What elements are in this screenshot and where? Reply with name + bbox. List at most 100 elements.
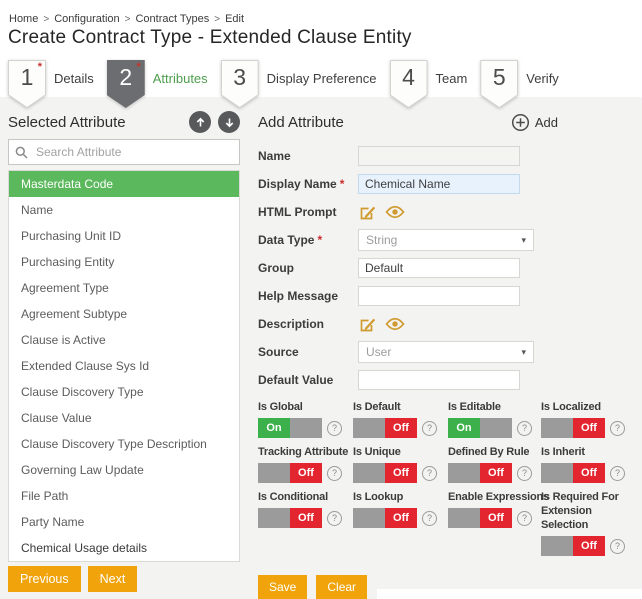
- toggle-switch[interactable]: On: [258, 418, 322, 438]
- display-name-input[interactable]: [358, 174, 520, 194]
- breadcrumb-separator: >: [43, 14, 50, 25]
- search-input[interactable]: [34, 144, 233, 160]
- list-item[interactable]: File Path: [21, 489, 69, 503]
- data-type-select[interactable]: String ▾: [358, 229, 534, 251]
- help-message-label: Help Message: [258, 289, 339, 303]
- help-icon[interactable]: ?: [422, 420, 437, 436]
- toggle-switch[interactable]: On: [448, 418, 512, 438]
- toggle-switch[interactable]: Off: [541, 463, 605, 483]
- toggle-switch[interactable]: Off: [448, 508, 512, 528]
- toggle-label: Is Editable: [448, 401, 501, 413]
- help-icon[interactable]: ?: [327, 510, 342, 526]
- list-item[interactable]: Governing Law Update: [21, 463, 144, 477]
- list-item[interactable]: Agreement Subtype: [21, 307, 128, 321]
- save-button[interactable]: Save: [258, 575, 308, 599]
- toggle-field: Is Unique Off ?: [353, 445, 448, 487]
- name-input[interactable]: [358, 146, 520, 166]
- list-item[interactable]: Clause Discovery Type: [21, 385, 144, 399]
- toggle-off-segment: Off: [573, 536, 605, 556]
- move-down-button[interactable]: [218, 111, 240, 133]
- toggle-label: Is Global: [258, 401, 303, 413]
- help-icon[interactable]: ?: [517, 510, 532, 526]
- list-item[interactable]: Extended Clause Sys Id: [21, 359, 150, 373]
- toggle-switch[interactable]: Off: [353, 508, 417, 528]
- step-tab[interactable]: 2 * Attributes: [106, 60, 221, 108]
- list-item[interactable]: Masterdata Code: [9, 171, 239, 197]
- toggle-field: Defined By Rule Off ?: [448, 445, 541, 487]
- add-button[interactable]: Add: [511, 113, 558, 132]
- toggle-on-segment: [258, 463, 290, 483]
- step-tab[interactable]: 5 Verify: [480, 60, 572, 108]
- list-item[interactable]: Purchasing Unit ID: [21, 229, 122, 243]
- attribute-search[interactable]: [8, 139, 240, 165]
- list-item[interactable]: Party Name: [21, 515, 85, 529]
- chevron-down-icon: ▾: [521, 234, 526, 245]
- toggle-field: Is Global On ?: [258, 400, 353, 442]
- toggle-on-segment: [353, 463, 385, 483]
- step-number: 2: [119, 64, 133, 90]
- help-icon[interactable]: ?: [610, 420, 625, 436]
- step-tab[interactable]: 1 * Details: [8, 60, 107, 108]
- step-number: 5: [492, 64, 506, 90]
- help-message-input[interactable]: [358, 286, 520, 306]
- required-asterisk: *: [339, 177, 345, 191]
- step-number: 4: [402, 64, 415, 90]
- list-item[interactable]: Agreement Type: [21, 281, 109, 295]
- step-label: Team: [435, 71, 468, 86]
- eye-icon[interactable]: [385, 317, 405, 331]
- next-button[interactable]: Next: [87, 566, 138, 592]
- list-item[interactable]: Name: [21, 203, 54, 217]
- toggle-switch[interactable]: Off: [541, 536, 605, 556]
- step-label: Attributes: [152, 71, 208, 86]
- edit-icon[interactable]: [358, 204, 376, 221]
- toggle-field: Tracking Attribute Off ?: [258, 445, 353, 487]
- move-up-button[interactable]: [189, 111, 211, 133]
- default-value-label: Default Value: [258, 373, 334, 387]
- toggle-switch[interactable]: Off: [353, 418, 417, 438]
- help-icon[interactable]: ?: [327, 465, 342, 481]
- eye-icon[interactable]: [385, 205, 405, 219]
- step-tab[interactable]: 3 Display Preference: [220, 60, 390, 108]
- previous-button[interactable]: Previous: [8, 566, 81, 592]
- name-label: Name: [258, 149, 291, 163]
- list-item[interactable]: Clause Value: [21, 411, 92, 425]
- breadcrumb-item[interactable]: Contract Types: [135, 13, 210, 25]
- help-icon[interactable]: ?: [610, 465, 625, 481]
- add-button-label: Add: [534, 114, 558, 130]
- help-icon[interactable]: ?: [422, 465, 437, 481]
- help-icon[interactable]: ?: [610, 538, 625, 554]
- source-select[interactable]: User ▾: [358, 341, 534, 363]
- help-icon[interactable]: ?: [422, 510, 437, 526]
- data-type-value: String: [366, 233, 398, 247]
- breadcrumb-separator: >: [214, 14, 221, 25]
- toggle-switch[interactable]: Off: [353, 463, 417, 483]
- edit-icon[interactable]: [358, 316, 376, 333]
- step-label: Verify: [526, 71, 559, 86]
- help-icon[interactable]: ?: [517, 420, 532, 436]
- breadcrumb-item[interactable]: Edit: [225, 13, 245, 25]
- group-row: Group: [258, 254, 640, 282]
- breadcrumb-separator: >: [124, 14, 131, 25]
- breadcrumb-item[interactable]: Home: [9, 13, 39, 25]
- list-item[interactable]: Chemical Usage details: [21, 541, 148, 555]
- clear-button[interactable]: Clear: [316, 575, 368, 599]
- toggle-switch[interactable]: Off: [258, 463, 322, 483]
- group-input[interactable]: [358, 258, 520, 278]
- help-icon[interactable]: ?: [517, 465, 532, 481]
- toggle-switch[interactable]: Off: [258, 508, 322, 528]
- step-tab[interactable]: 4 Team: [389, 60, 481, 108]
- toggle-off-segment: Off: [385, 508, 417, 528]
- breadcrumb-item[interactable]: Configuration: [54, 13, 120, 25]
- toggle-label: Enable Expressions: [448, 491, 549, 503]
- toggle-off-segment: Off: [480, 463, 512, 483]
- add-attribute-panel: Add Attribute Add Name Display Name* HTM…: [258, 110, 640, 599]
- list-item[interactable]: Clause Discovery Type Description: [21, 437, 207, 451]
- help-icon[interactable]: ?: [327, 420, 342, 436]
- list-item[interactable]: Clause is Active: [21, 333, 106, 347]
- toggle-off-segment: Off: [573, 463, 605, 483]
- step-number: 3: [233, 64, 247, 90]
- toggle-switch[interactable]: Off: [541, 418, 605, 438]
- list-item[interactable]: Purchasing Entity: [21, 255, 115, 269]
- toggle-switch[interactable]: Off: [448, 463, 512, 483]
- default-value-input[interactable]: [358, 370, 520, 390]
